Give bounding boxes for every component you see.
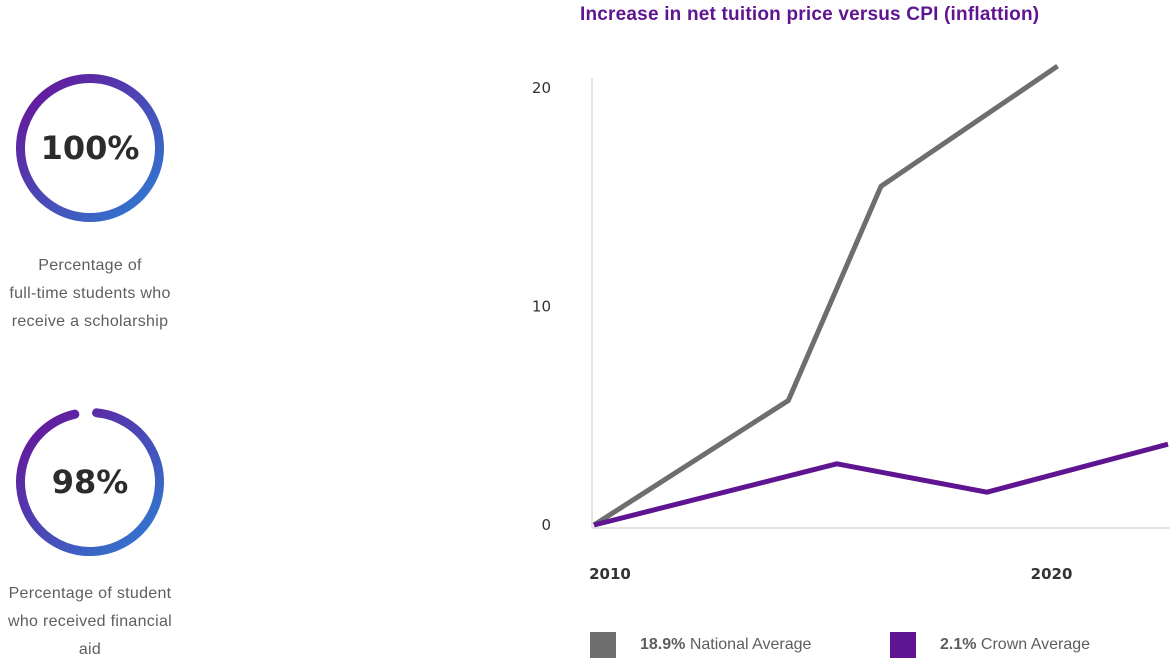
legend-label-national: 18.9% National Average xyxy=(640,636,811,654)
scholarship-ring-graphic xyxy=(16,74,164,222)
legend-name-crown: Crown Average xyxy=(980,636,1091,653)
financial-aid-caption-line: aid xyxy=(78,641,102,658)
financial-aid-percentage: 98% xyxy=(51,463,129,501)
scholarship-ring-arc xyxy=(16,74,164,222)
legend-name-national: National Average xyxy=(689,636,812,653)
financial-aid-ring-arc xyxy=(16,408,164,556)
financial-aid-caption-line: who received financial xyxy=(7,613,173,630)
financial-aid-ring-graphic xyxy=(16,408,164,556)
x-tick-label: 2020 xyxy=(1031,565,1073,583)
scholarship-caption-line: Percentage of xyxy=(38,257,142,274)
scholarship-caption: Percentage of full-time students who rec… xyxy=(0,252,180,336)
scholarship-caption-line: full-time students who xyxy=(9,285,171,302)
series-line-crown-average xyxy=(593,441,1169,528)
x-tick-label: 2010 xyxy=(589,565,631,583)
scholarship-percentage: 100% xyxy=(40,129,140,167)
legend-swatch-national xyxy=(590,632,616,658)
financial-aid-caption: Percentage of student who received finan… xyxy=(0,580,180,664)
financial-aid-stat: 98% Percentage of student who received f… xyxy=(0,404,180,664)
legend-label-crown: 2.1% Crown Average xyxy=(940,636,1090,654)
y-tick-label: 0 xyxy=(541,516,551,534)
financial-aid-caption-line: Percentage of student xyxy=(8,585,172,602)
legend-item-national: 18.9% National Average xyxy=(590,632,811,658)
scholarship-caption-line: receive a scholarship xyxy=(11,313,169,330)
scholarship-stat: 100% Percentage of full-time students wh… xyxy=(0,70,180,336)
legend-item-crown: 2.1% Crown Average xyxy=(890,632,1090,658)
legend-value-national: 18.9% xyxy=(640,636,686,653)
legend-value-crown: 2.1% xyxy=(940,636,977,653)
scholarship-ring: 100% xyxy=(12,70,168,226)
series-line-national-average xyxy=(592,64,1060,528)
y-tick-label: 10 xyxy=(532,298,551,316)
financial-aid-ring: 98% xyxy=(12,404,168,560)
legend-swatch-crown xyxy=(890,632,916,658)
chart-title: Increase in net tuition price versus CPI… xyxy=(580,4,1040,25)
y-tick-label: 20 xyxy=(532,79,551,97)
